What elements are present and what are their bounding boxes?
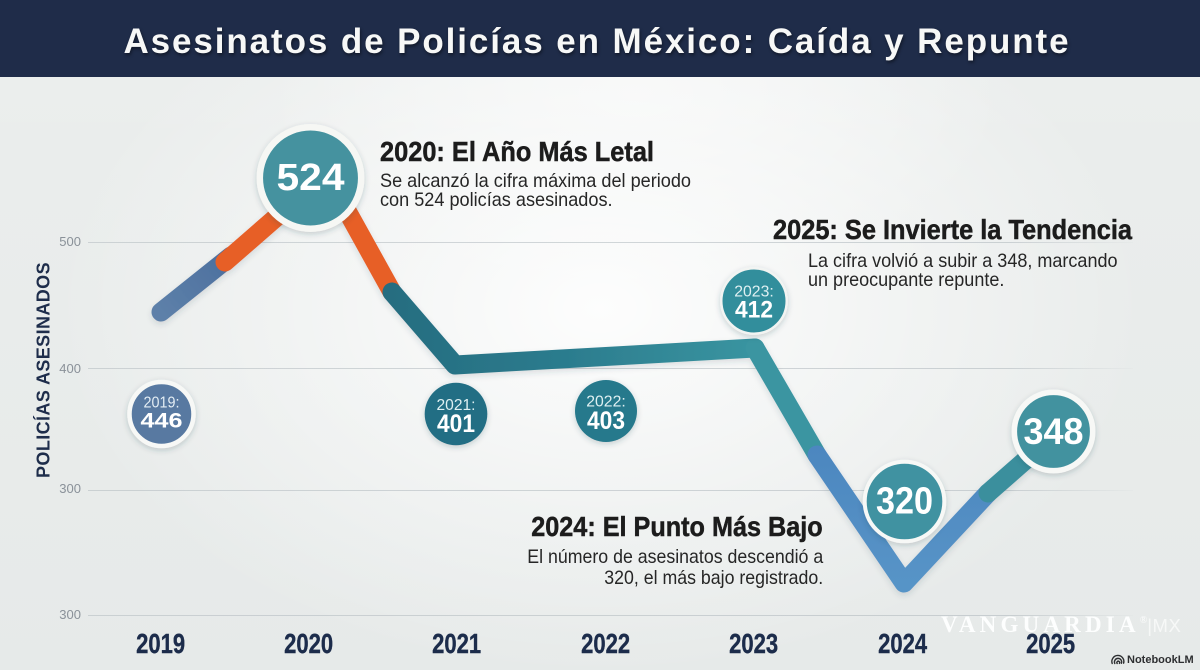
svg-text:2023:: 2023: (734, 283, 774, 300)
svg-text:348: 348 (1024, 411, 1084, 452)
svg-text:2021:: 2021: (437, 397, 476, 414)
svg-text:2022:: 2022: (586, 394, 626, 411)
svg-text:320: 320 (876, 481, 933, 523)
svg-text:412: 412 (735, 297, 773, 324)
svg-text:401: 401 (437, 410, 475, 438)
svg-text:403: 403 (587, 407, 625, 435)
svg-text:524: 524 (277, 157, 345, 199)
svg-text:446: 446 (141, 409, 183, 432)
svg-text:2019:: 2019: (144, 395, 180, 412)
